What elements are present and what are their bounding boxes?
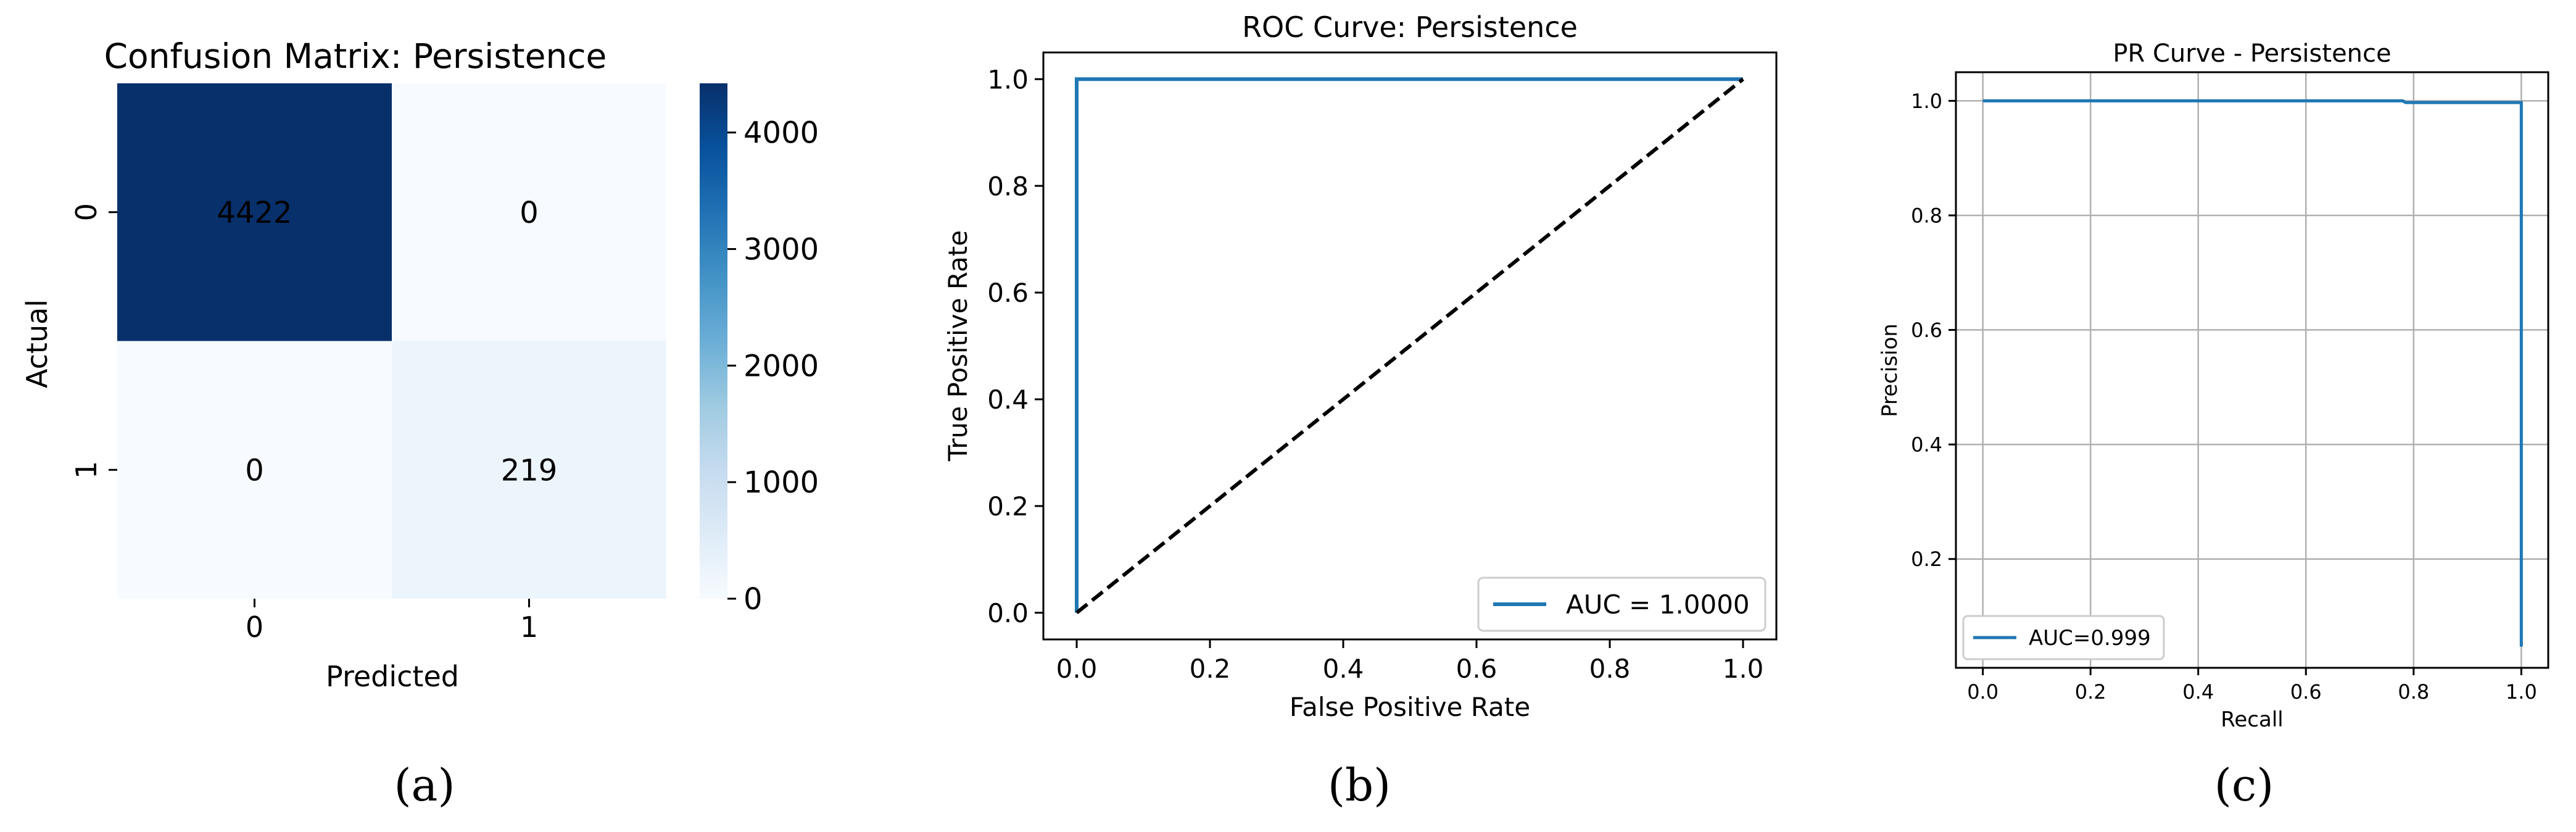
x-tick-label: 0.4 xyxy=(1323,654,1364,684)
colorbar-tick-label: 3000 xyxy=(743,233,819,267)
cell-value-label: 4422 xyxy=(217,196,292,230)
colorbar-tick-label: 2000 xyxy=(743,349,819,383)
legend: AUC=0.999 xyxy=(1962,615,2165,660)
heatmap-cell xyxy=(117,83,392,341)
y-tick-label: 0.8 xyxy=(987,171,1029,201)
y-axis-label: Actual xyxy=(20,299,54,388)
plot-frame xyxy=(1042,51,1778,641)
x-axis-ticks: 0.0 0.2 0.4 0.6 0.8 1.0 xyxy=(1967,668,2537,704)
x-tick-label: 0.0 xyxy=(1056,654,1098,684)
y-tick-label: 1 xyxy=(70,461,103,479)
chart-title: ROC Curve: Persistence xyxy=(1242,10,1578,44)
panel-label-a: (a) xyxy=(394,759,455,811)
y-axis-label: Precision xyxy=(1878,323,1902,417)
y-tick-label: 0.0 xyxy=(987,598,1029,628)
legend-box xyxy=(1477,576,1766,632)
series-line xyxy=(1075,77,1743,613)
y-tick-label: 0.6 xyxy=(987,278,1029,308)
pr-curve-panel: PR Curve - Persistence 0.0 0.2 0.4 0.6 0.8 1.… xyxy=(1878,40,2549,732)
y-tick-labels: 01 xyxy=(70,203,117,479)
y-axis-label: True Positive Rate xyxy=(943,230,973,462)
x-tick-label: 0.0 xyxy=(1967,680,1998,704)
x-tick-label: 0.8 xyxy=(2398,680,2429,704)
y-axis-ticks: 0.2 0.4 0.6 0.8 1.0 xyxy=(1911,89,1956,571)
legend-label: AUC = 1.0000 xyxy=(1566,589,1750,620)
x-tick-label: 0.2 xyxy=(1190,654,1231,684)
colorbar-tick-label: 0 xyxy=(743,582,763,617)
x-tick-label: 0.6 xyxy=(1456,654,1497,684)
colorbar-tick-label: 1000 xyxy=(743,465,819,500)
x-axis-label: Recall xyxy=(2221,707,2283,732)
y-axis-ticks: 0.0 0.2 0.4 0.6 0.8 1.0 xyxy=(987,64,1043,628)
legend: AUC = 1.0000 xyxy=(1477,576,1766,632)
cell-value-label: 0 xyxy=(520,196,539,230)
y-tick-label: 0.4 xyxy=(987,385,1029,415)
x-tick-label: 1 xyxy=(520,610,538,644)
chart-title: PR Curve - Persistence xyxy=(2113,40,2391,68)
y-tick-label: 0.2 xyxy=(1911,547,1942,571)
confusion-matrix-panel: Confusion Matrix: Persistence 4422 00 219 … xyxy=(20,36,819,693)
heatmap-cell xyxy=(117,341,392,599)
y-tick-label: 0 xyxy=(70,203,103,221)
x-tick-label: 0.4 xyxy=(2182,680,2214,704)
x-tick-label: 0 xyxy=(246,610,263,644)
diagonal-reference-line xyxy=(1075,77,1744,615)
y-tick-label: 1.0 xyxy=(1911,89,1942,113)
plot-lines xyxy=(1075,77,1744,615)
plot-lines xyxy=(1982,99,2523,647)
legend-box xyxy=(1962,615,2165,660)
y-tick-label: 0.4 xyxy=(1911,433,1942,457)
roc-curve-panel: ROC Curve: Persistence 0.0 0.2 0.4 0.6 0.8 1.… xyxy=(943,10,1778,722)
heatmap-cell xyxy=(392,341,666,599)
panel-label-c: (c) xyxy=(2214,759,2274,811)
cell-value-label: 0 xyxy=(245,453,264,488)
series-line xyxy=(1982,99,2523,647)
x-axis-label: False Positive Rate xyxy=(1290,692,1530,722)
colorbar-tick-labels: 0 1000 2000 3000 4000 xyxy=(727,116,819,617)
plot-frame xyxy=(1955,71,2549,669)
grid-lines xyxy=(1956,72,2548,668)
heatmap-cells xyxy=(117,83,666,599)
y-tick-label: 0.2 xyxy=(987,491,1029,522)
legend-label: AUC=0.999 xyxy=(2029,626,2151,651)
chart-title: Confusion Matrix: Persistence xyxy=(104,36,607,76)
y-tick-label: 1.0 xyxy=(987,64,1029,94)
heatmap-cell xyxy=(392,83,666,341)
x-tick-label: 1.0 xyxy=(1723,654,1764,684)
panel-label-b: (b) xyxy=(1328,759,1391,811)
x-tick-label: 0.2 xyxy=(2075,680,2106,704)
colorbar xyxy=(700,83,727,599)
heatmap-cell-labels: 4422 0 0 219 xyxy=(217,196,557,488)
x-tick-label: 1.0 xyxy=(2506,680,2537,704)
cell-value-label: 219 xyxy=(501,453,558,488)
y-tick-label: 0.8 xyxy=(1911,204,1942,227)
x-tick-label: 0.6 xyxy=(2290,680,2322,704)
x-axis-label: Predicted xyxy=(326,660,459,693)
x-axis-ticks: 0.0 0.2 0.4 0.6 0.8 1.0 xyxy=(1056,639,1764,684)
x-tick-label: 0.8 xyxy=(1589,654,1631,684)
y-tick-label: 0.6 xyxy=(1911,318,1942,342)
plot-area xyxy=(1956,72,2548,668)
colorbar-tick-label: 4000 xyxy=(743,116,819,151)
